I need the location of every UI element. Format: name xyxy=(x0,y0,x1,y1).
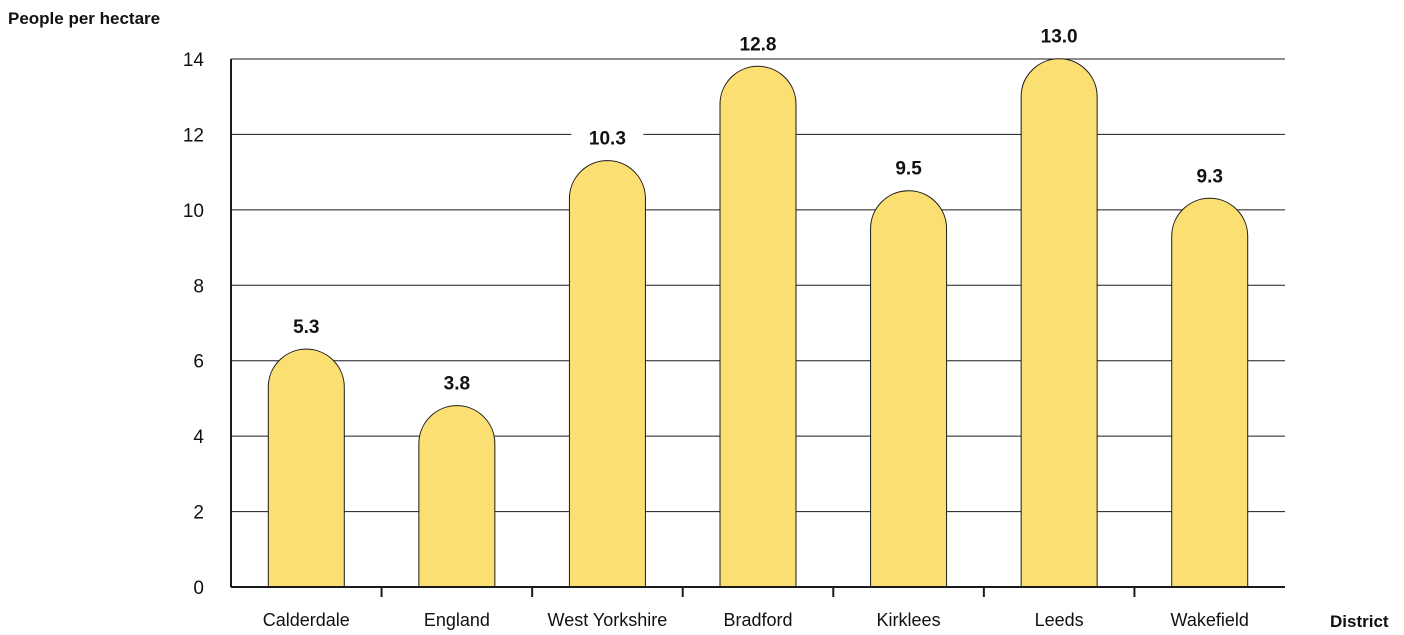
bar-calderdale xyxy=(267,348,345,588)
bar-west-yorkshire xyxy=(568,160,646,588)
y-tick-label: 6 xyxy=(193,352,204,373)
y-tick-label: 14 xyxy=(183,50,205,71)
data-label: 9.5 xyxy=(895,159,922,180)
x-category-label: West Yorkshire xyxy=(548,610,668,630)
y-tick-label: 0 xyxy=(193,578,204,599)
y-axis-title: People per hectare xyxy=(8,9,160,28)
x-category-label: Bradford xyxy=(723,610,792,630)
y-axis: 0 2 4 6 8 10 12 14 xyxy=(183,50,232,599)
y-tick-label: 8 xyxy=(193,276,204,297)
y-tick-label: 4 xyxy=(193,427,204,448)
x-category-label: England xyxy=(424,610,490,630)
data-label: 3.8 xyxy=(444,374,470,395)
x-category-label: Kirklees xyxy=(877,610,941,630)
data-label: 9.3 xyxy=(1197,166,1223,187)
bar-england xyxy=(418,405,496,588)
data-label: 12.8 xyxy=(740,34,777,55)
x-category-label: Calderdale xyxy=(263,610,350,630)
bar-wakefield xyxy=(1171,197,1249,588)
data-labels: 5.3 3.8 10.3 12.8 9.5 13.0 9.3 xyxy=(293,27,1223,395)
bar-kirklees xyxy=(870,190,948,588)
x-axis: Calderdale England West Yorkshire Bradford K… xyxy=(231,586,1285,630)
y-tick-label: 10 xyxy=(183,201,204,222)
x-axis-title: District xyxy=(1330,612,1389,631)
x-category-label: Wakefield xyxy=(1171,610,1249,630)
data-label: 13.0 xyxy=(1041,27,1078,48)
y-tick-label: 2 xyxy=(193,503,204,524)
x-category-label: Leeds xyxy=(1035,610,1084,630)
data-label: 5.3 xyxy=(293,317,319,338)
y-tick-label: 12 xyxy=(183,125,204,146)
bars xyxy=(267,58,1249,588)
bar-bradford xyxy=(719,65,797,588)
bar-leeds xyxy=(1020,58,1098,588)
data-label: 10.3 xyxy=(589,129,626,150)
